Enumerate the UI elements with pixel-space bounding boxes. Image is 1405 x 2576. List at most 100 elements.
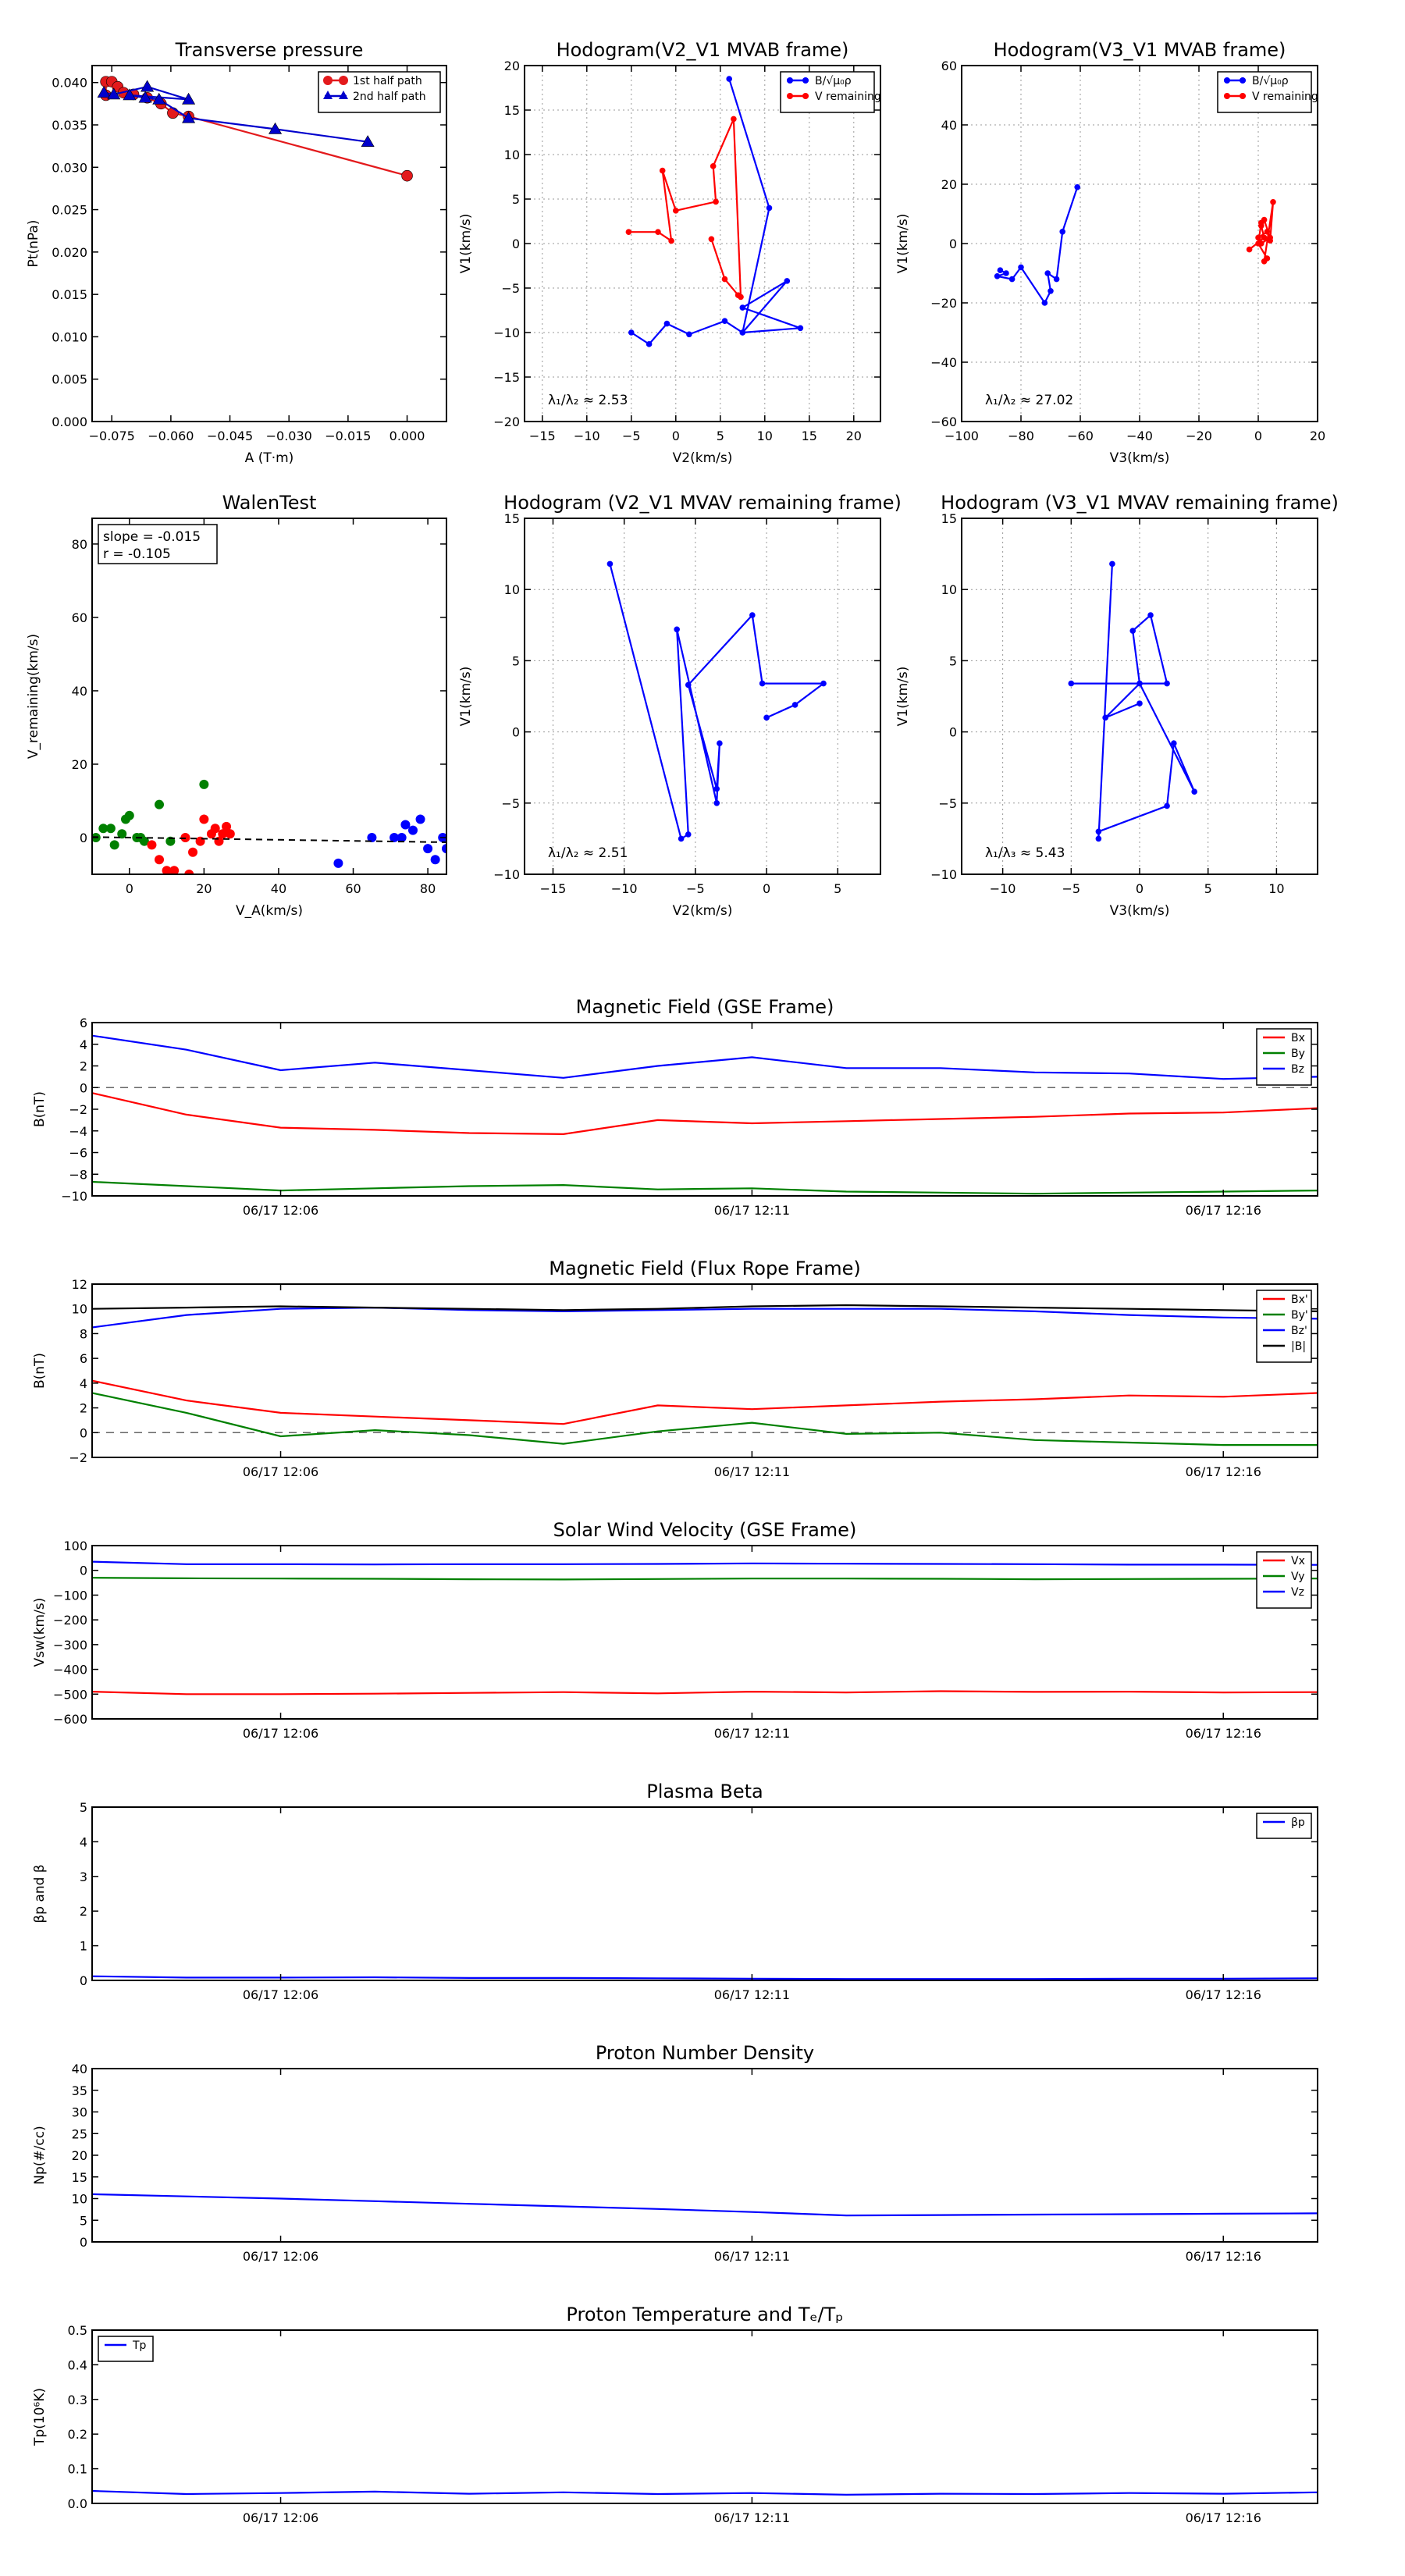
legend-label: βp: [1291, 1816, 1305, 1829]
x-tick-label: 06/17 12:11: [714, 1203, 790, 1218]
x-tick-label: 06/17 12:11: [714, 1726, 790, 1741]
data-point: [389, 832, 400, 842]
y-tick-label: 4: [80, 1376, 87, 1391]
y-tick-label: 5: [512, 653, 520, 668]
data-point: [713, 785, 720, 792]
x-tick-label: −20: [1186, 429, 1212, 443]
data-point: [1003, 270, 1009, 276]
stats-line: slope = -0.015: [103, 529, 201, 545]
legend: Bx By Bz: [1256, 1028, 1312, 1086]
y-tick-label: 20: [504, 59, 520, 73]
data-point: [1059, 228, 1065, 235]
series-line-vremaining: [628, 118, 742, 299]
data-point: [442, 844, 446, 854]
x-tick-label: 06/17 12:16: [1186, 1987, 1261, 2002]
x-tick-label: 0.000: [389, 429, 425, 443]
legend-label: Tp: [132, 2339, 147, 2352]
y-tick-label: 60: [72, 610, 87, 625]
data-point: [1018, 264, 1024, 271]
series-line-np: [92, 2193, 1318, 2217]
y-tick-label: −600: [53, 1712, 87, 1727]
x-tick-label: 06/17 12:16: [1186, 1464, 1261, 1479]
y-tick-label: 10: [72, 1302, 87, 1317]
data-point: [1270, 198, 1276, 205]
x-tick-label: 20: [1310, 429, 1325, 443]
legend-marker: [339, 76, 348, 85]
legend: Vx Vy Vz: [1256, 1551, 1312, 1609]
data-point: [1147, 612, 1154, 618]
y-tick-label: 0.010: [52, 329, 87, 344]
x-tick-label: 0: [763, 881, 770, 896]
series-line-b: [994, 187, 1079, 305]
chart-walen: WalenTest 0 20 40 60 80 0 20 40 60 80 V_A(km/s) V_re…: [26, 492, 447, 919]
series-line-b: [631, 78, 801, 346]
data-point: [333, 858, 343, 868]
y-tick-label: 0: [80, 1425, 87, 1440]
data-point: [138, 91, 152, 103]
y-tick-label: 0: [512, 725, 520, 740]
data-point: [1041, 300, 1048, 306]
axes-frame: [91, 1022, 1318, 1197]
data-point: [717, 740, 723, 746]
y-tick-label: −8: [69, 1167, 87, 1182]
legend-box: [318, 71, 441, 113]
x-tick-label: 06/17 12:06: [243, 1726, 318, 1741]
y-tick-label: −400: [53, 1663, 87, 1678]
y-tick-label: 0.015: [52, 287, 87, 302]
chart-title: Plasma Beta: [646, 1781, 763, 1802]
plot-area: [92, 2193, 1318, 2217]
x-tick-label: 10: [757, 429, 773, 443]
x-axis-label: V_A(km/s): [236, 903, 303, 919]
x-tick-label: −0.060: [148, 429, 194, 443]
x-tick-label: 5: [834, 881, 841, 896]
legend-marker: [1224, 93, 1230, 99]
data-point: [655, 229, 661, 235]
data-point: [361, 135, 375, 148]
x-tick-label: −10: [611, 881, 638, 896]
data-point: [400, 820, 411, 830]
y-tick-label: −6: [69, 1146, 87, 1161]
y-tick-label: −2: [69, 1102, 87, 1117]
chart-h1: Hodogram(V2_V1 MVAB frame) −15 −10 −5 0 5 10 15…: [458, 39, 881, 466]
y-tick-label: 2: [80, 1059, 87, 1074]
chart-title: WalenTest: [222, 492, 317, 514]
y-tick-label: −60: [930, 415, 957, 429]
legend: βp: [1256, 1813, 1312, 1839]
y-axis-label: V1(km/s): [458, 214, 474, 274]
y-axis-label: B(nT): [32, 1091, 48, 1127]
x-tick-label: 0: [672, 429, 680, 443]
y-tick-label: 0: [80, 1973, 87, 1988]
data-point: [367, 832, 377, 842]
legend-label: By': [1291, 1309, 1308, 1322]
plot-area: [92, 2489, 1318, 2496]
data-point: [797, 325, 804, 332]
fit-line: [92, 836, 446, 843]
y-tick-label: 1: [80, 1939, 87, 1954]
series-line-bz: [92, 1306, 1318, 1329]
x-tick-label: 0: [1254, 429, 1262, 443]
y-tick-label: −40: [930, 355, 957, 370]
x-tick-label: 06/17 12:11: [714, 1987, 790, 2002]
data-point: [199, 814, 209, 824]
y-tick-label: 0.020: [52, 245, 87, 260]
chart-h2: Hodogram(V3_V1 MVAB frame) −100 −80 −60 −40 −…: [895, 39, 1325, 466]
series-line-p: [92, 1975, 1318, 1980]
data-point: [1008, 276, 1016, 283]
x-tick-label: 06/17 12:16: [1186, 1203, 1261, 1218]
data-point: [1246, 246, 1253, 253]
data-point: [225, 829, 235, 839]
y-tick-label: 0.3: [68, 2393, 87, 2407]
data-point: [407, 825, 418, 835]
data-point: [430, 855, 440, 865]
data-point: [1074, 184, 1080, 190]
series-line-bx: [92, 1092, 1318, 1136]
data-point: [739, 329, 746, 336]
y-tick-label: −20: [930, 296, 957, 311]
data-point: [152, 92, 166, 105]
x-tick-label: 06/17 12:06: [243, 2249, 318, 2264]
data-point: [674, 626, 680, 633]
y-tick-label: 0: [80, 2235, 87, 2250]
y-tick-label: 0.5: [68, 2323, 87, 2338]
y-tick-label: 0: [949, 237, 957, 251]
